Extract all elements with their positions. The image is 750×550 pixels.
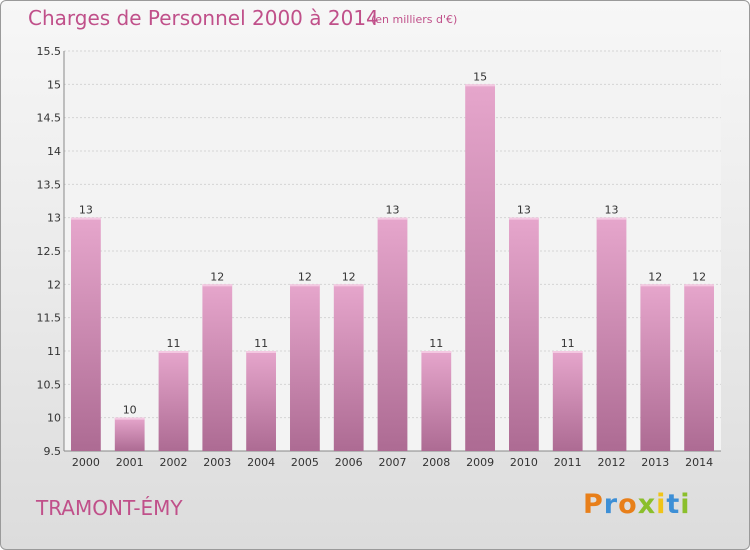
x-tick-label: 2010 [510,456,538,469]
city-name: TRAMONT-ÉMY [36,496,183,520]
bar [377,217,408,451]
x-tick-label: 2000 [72,456,100,469]
bar-top-highlight [684,284,714,287]
x-tick-label: 2013 [641,456,669,469]
bar [509,217,539,451]
x-tick-label: 2006 [335,456,363,469]
bar [596,217,627,451]
data-label: 13 [605,204,619,217]
bar-top-highlight [377,217,408,220]
bar [465,84,495,451]
bar-top-highlight [246,351,276,353]
bar-top-highlight [596,217,627,220]
x-tick-label: 2008 [422,456,450,469]
x-tick-label: 2012 [598,456,626,469]
bar-top-highlight [202,284,233,287]
bar [640,284,671,451]
bar-top-highlight [552,351,583,353]
x-tick-label: 2003 [203,456,231,469]
x-tick-label: 2002 [160,456,188,469]
data-label: 11 [167,337,181,350]
bar-top-highlight [465,84,495,87]
bar-top-highlight [509,217,539,220]
bar [246,351,276,451]
y-tick-label: 13 [47,212,61,225]
y-tick-label: 15 [47,78,61,91]
data-label: 13 [517,204,531,217]
y-tick-label: 10.5 [37,378,62,391]
chart-title: Charges de Personnel 2000 à 2014 [28,6,379,30]
bar [552,351,583,451]
bar [158,351,189,451]
bar-top-highlight [290,284,320,287]
bar-top-highlight [71,217,101,220]
data-label: 12 [298,270,312,283]
bar [114,417,145,451]
x-tick-label: 2014 [685,456,713,469]
data-label: 12 [692,270,706,283]
data-label: 12 [648,270,662,283]
x-tick-label: 2011 [554,456,582,469]
y-tick-label: 14.5 [37,112,62,125]
y-tick-label: 13.5 [37,178,62,191]
bar-top-highlight [114,417,145,420]
data-label: 11 [254,337,268,350]
x-tick-label: 2001 [116,456,144,469]
y-tick-label: 12.5 [37,245,62,258]
bar [290,284,320,451]
bar [421,351,452,451]
data-label: 13 [386,204,400,217]
y-tick-label: 11.5 [37,312,62,325]
y-tick-label: 11 [47,345,61,358]
x-tick-label: 2009 [466,456,494,469]
data-label: 15 [473,70,487,83]
data-label: 11 [429,337,443,350]
y-tick-label: 15.5 [37,45,62,58]
bar [71,217,101,451]
bar [333,284,364,451]
bar-top-highlight [333,284,364,287]
y-tick-label: 10 [47,412,61,425]
bar-top-highlight [640,284,671,287]
bar-top-highlight [158,351,189,353]
proxiti-logo[interactable]: Proxiti [583,489,691,520]
data-label: 10 [123,404,137,417]
bar-top-highlight [421,351,452,353]
data-label: 12 [210,270,224,283]
chart-subtitle: (en milliers d'€) [371,13,458,26]
bar [684,284,714,451]
data-label: 11 [561,337,575,350]
x-tick-label: 2007 [379,456,407,469]
bar [202,284,233,451]
y-tick-label: 12 [47,278,61,291]
y-tick-label: 14 [47,145,61,158]
x-tick-label: 2004 [247,456,275,469]
y-tick-label: 9.5 [44,445,62,458]
x-tick-label: 2005 [291,456,319,469]
data-label: 13 [79,204,93,217]
data-label: 12 [342,270,356,283]
